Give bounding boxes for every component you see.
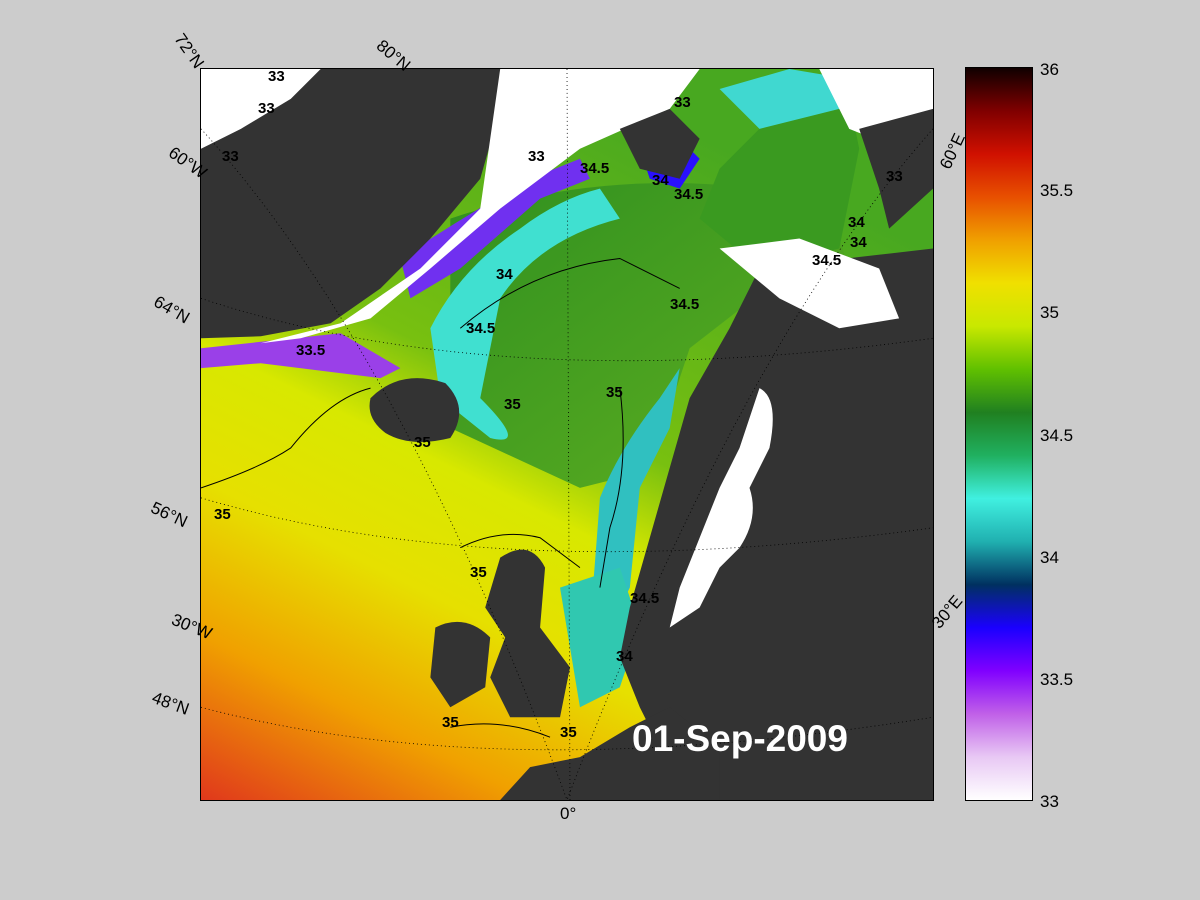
colorbar-tick: 35	[1040, 303, 1059, 322]
lat-label: 48°N	[149, 688, 192, 719]
novaya-zemlya	[859, 108, 933, 229]
denmark-strait-fresh	[201, 333, 401, 379]
contour-label: 34.5	[674, 186, 704, 203]
date-label: 01-Sep-2009	[632, 718, 848, 759]
contour-label: 35	[606, 384, 623, 401]
arctic-ice-greenland	[260, 69, 700, 344]
white-sea	[719, 238, 900, 329]
colorbar-tick: 36	[1040, 60, 1059, 79]
greenland	[201, 69, 521, 339]
lat-label: 56°N	[147, 498, 191, 532]
contour-label: 33	[258, 100, 275, 117]
contour-label: 33	[268, 68, 285, 85]
contour-label: 34	[652, 172, 669, 189]
ireland	[430, 621, 491, 708]
contour-label: 35	[442, 714, 459, 731]
contour-34-5-north	[459, 257, 680, 329]
contour-label: 34.5	[630, 590, 660, 607]
contour-label: 34.5	[812, 252, 842, 269]
salinity-map	[200, 68, 934, 801]
contour-label: 34.5	[670, 296, 700, 313]
norway-coastal-current	[589, 368, 680, 628]
colorbar-tick: 34	[1040, 548, 1059, 567]
contour-label: 35	[470, 564, 487, 581]
contour-label: 35	[560, 724, 577, 741]
east-greenland-current	[400, 158, 590, 299]
lon-label: 0°	[560, 804, 577, 823]
great-britain	[485, 549, 570, 718]
contour-label: 33	[674, 94, 691, 111]
iceland	[369, 378, 460, 442]
colorbar-tick: 35.5	[1040, 181, 1074, 200]
contour-label: 35	[414, 434, 431, 451]
contour-35-west	[201, 387, 371, 489]
map-canvas	[201, 69, 933, 800]
north-sea-coastal	[560, 567, 640, 708]
contour-label: 34.5	[466, 320, 496, 337]
colorbar-tick: 33	[1040, 792, 1059, 811]
barents-sea-field	[699, 98, 860, 269]
contour-label: 33	[528, 148, 545, 165]
contour-35-mid	[460, 533, 581, 569]
contour-label: 35	[214, 506, 231, 523]
svalbard-fresh-belt	[719, 69, 850, 129]
colorbar-tick: 33.5	[1040, 670, 1074, 689]
contour-label: 33.5	[296, 342, 326, 359]
baltic-sea	[669, 388, 773, 628]
arctic-ice-west	[201, 69, 321, 149]
graticule-30w	[201, 128, 568, 800]
contour-label: 33	[886, 168, 903, 185]
scandinavia-russia	[619, 248, 933, 800]
contour-label: 34	[850, 234, 867, 251]
svalbard	[619, 108, 700, 179]
contour-label: 34	[496, 266, 513, 283]
lat-label: 72°N	[170, 30, 208, 73]
contour-label: 35	[504, 396, 521, 413]
contour-label: 33	[222, 148, 239, 165]
lat-label: 64°N	[150, 292, 193, 328]
colorbar-tick: 34.5	[1040, 426, 1074, 445]
contour-35-norway	[599, 388, 624, 588]
east-greenland-fresh-belt	[430, 188, 620, 440]
contour-label: 34	[848, 214, 865, 231]
continental-europe	[500, 707, 720, 800]
contour-35-south	[450, 723, 551, 738]
contour-label: 34	[616, 648, 633, 665]
contour-label: 34.5	[580, 160, 610, 177]
colorbar	[965, 67, 1033, 801]
graticule-30e	[566, 128, 933, 800]
graticule-64n	[201, 297, 933, 362]
